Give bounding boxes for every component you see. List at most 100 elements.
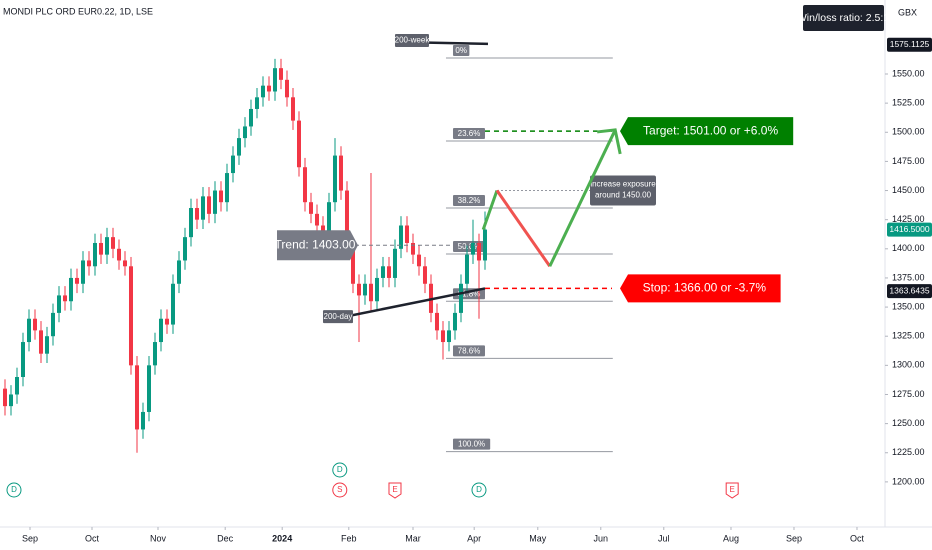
candle-body [140, 411, 145, 430]
fib-label-box [452, 45, 470, 57]
candle-body [410, 242, 415, 255]
candle-body [98, 242, 103, 255]
x-tick-label: Mar [405, 533, 421, 543]
fib-label: 78.6% [458, 346, 481, 355]
candle-body [110, 237, 115, 249]
x-tick-label: Aug [723, 533, 739, 543]
candle-body [188, 208, 193, 238]
candle-body [122, 260, 127, 267]
ma-200-day [337, 287, 486, 320]
candle-body [242, 126, 247, 139]
x-tick-label: Sep [22, 533, 38, 543]
candle-body [332, 155, 337, 203]
exposure-text: increase exposure [590, 180, 656, 189]
candle-body [236, 138, 241, 156]
y-tick-label: 1325.00 [892, 331, 925, 341]
event-label: D [476, 485, 482, 494]
candle-body [404, 225, 409, 243]
candle-body [398, 225, 403, 249]
y-tick-label: 1275.00 [892, 389, 925, 399]
x-tick-label: Apr [467, 533, 481, 543]
candle-body [356, 283, 361, 296]
candle-body [314, 213, 319, 226]
candle-body [284, 79, 289, 98]
candle-body [326, 202, 331, 243]
candle-body [50, 312, 55, 337]
candle-body [230, 155, 235, 174]
x-tick-label: May [529, 533, 547, 543]
candle-body [302, 167, 307, 203]
stop-label: Stop: 1366.00 or -3.7% [643, 281, 767, 295]
candle-body [2, 388, 7, 407]
fib-label-box [452, 345, 485, 357]
projection-arrow [597, 128, 622, 155]
candle-body [86, 260, 91, 267]
ma-label-box [322, 310, 353, 324]
fib-label-box [452, 195, 485, 207]
chart-title: MONDI PLC ORD EUR0.22, 1D, LSE [3, 6, 153, 16]
ratio-label: Win/loss ratio: 2.5:1 [797, 12, 889, 24]
currency: GBX [898, 7, 917, 17]
candle-body [464, 254, 469, 284]
ma-label-box [394, 33, 429, 47]
ma-label: 200-week [395, 36, 431, 45]
candle-body [422, 266, 427, 284]
fib-label-box [452, 438, 491, 450]
candle-body [14, 376, 19, 395]
candle-body [416, 254, 421, 267]
ratio-box [803, 5, 884, 31]
candle-body [8, 394, 13, 407]
target-box [620, 117, 794, 146]
y-tick-label: 1425.00 [892, 214, 925, 224]
price-badge-label: 1363.6435 [889, 285, 929, 295]
fib-label-box [452, 128, 485, 140]
projection-segment [548, 129, 617, 267]
y-tick-label: 1350.00 [892, 301, 925, 311]
x-tick-label: Sep [786, 533, 802, 543]
event-label: D [337, 465, 343, 474]
candle-body [344, 190, 349, 249]
event-marker [6, 482, 22, 498]
candle-body [374, 277, 379, 302]
y-tick-label: 1300.00 [892, 360, 925, 370]
price-badge [887, 284, 932, 299]
candle-body [206, 196, 211, 214]
event-marker [725, 482, 739, 499]
price-badge-label: 1416.5000 [889, 224, 929, 234]
candle-body [296, 120, 301, 168]
event-marker [332, 482, 348, 498]
x-tick-label: Oct [85, 533, 100, 543]
candle-body [176, 260, 181, 284]
candle-body [482, 229, 487, 261]
candle-body [170, 283, 175, 325]
y-tick-label: 1500.00 [892, 127, 925, 137]
candle-body [308, 202, 313, 214]
event-label: E [392, 485, 397, 494]
candle-body [272, 68, 277, 92]
fib-label: 23.6% [458, 129, 481, 138]
candle-body [56, 295, 61, 313]
candle-body [68, 277, 73, 302]
y-tick-label: 1525.00 [892, 98, 925, 108]
x-tick-label: Dec [217, 533, 234, 543]
event-label: S [337, 485, 342, 494]
candle-body [362, 283, 367, 296]
candle-body [194, 208, 199, 220]
candle-body [218, 190, 223, 203]
candle-body [164, 318, 169, 325]
trend-box [277, 230, 358, 261]
projection-segment [481, 190, 499, 231]
candle-body [116, 248, 121, 261]
fib-label: 50.0% [458, 242, 481, 251]
candle-body [134, 365, 139, 430]
candle-body [62, 295, 67, 302]
x-tick-label: Jun [594, 533, 609, 543]
y-tick-label: 1225.00 [892, 447, 925, 457]
candle-body [452, 312, 457, 331]
exposure-box [590, 175, 656, 206]
candle-body [458, 283, 463, 313]
x-tick-label: Jul [658, 533, 670, 543]
ma-label: 200-day [324, 312, 353, 321]
y-tick-label: 1450.00 [892, 185, 925, 195]
fib-label: 100.0% [458, 440, 485, 449]
